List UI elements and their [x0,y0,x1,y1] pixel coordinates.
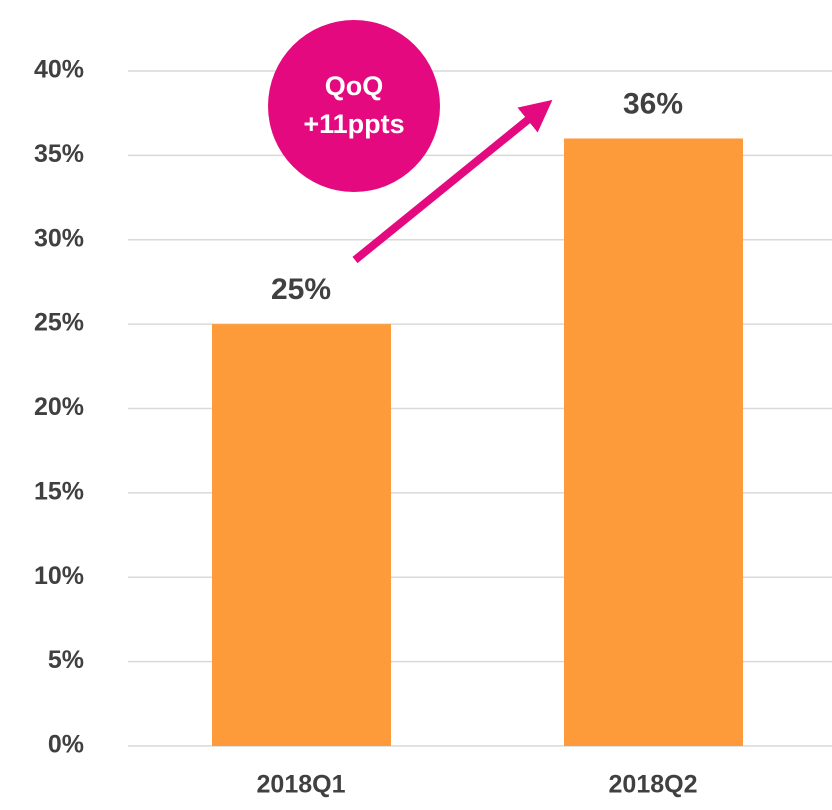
x-tick-label: 2018Q1 [257,771,346,799]
y-tick-label: 25% [34,309,84,337]
value-label: 36% [623,87,683,120]
annotation-bubble [268,20,440,192]
bar [564,138,743,746]
y-tick-label: 35% [34,140,84,168]
y-tick-label: 5% [48,646,84,674]
bar [212,324,391,746]
y-tick-label: 15% [34,477,84,505]
annotation-text: QoQ [325,71,384,101]
value-label: 25% [271,273,331,306]
x-tick-label: 2018Q2 [609,771,698,799]
y-tick-label: 40% [34,56,84,84]
y-tick-label: 20% [34,393,84,421]
y-tick-label: 30% [34,224,84,252]
arrow [352,99,553,264]
y-tick-label: 10% [34,562,84,590]
y-tick-label: 0% [48,731,84,759]
annotation-text: +11ppts [303,109,404,139]
